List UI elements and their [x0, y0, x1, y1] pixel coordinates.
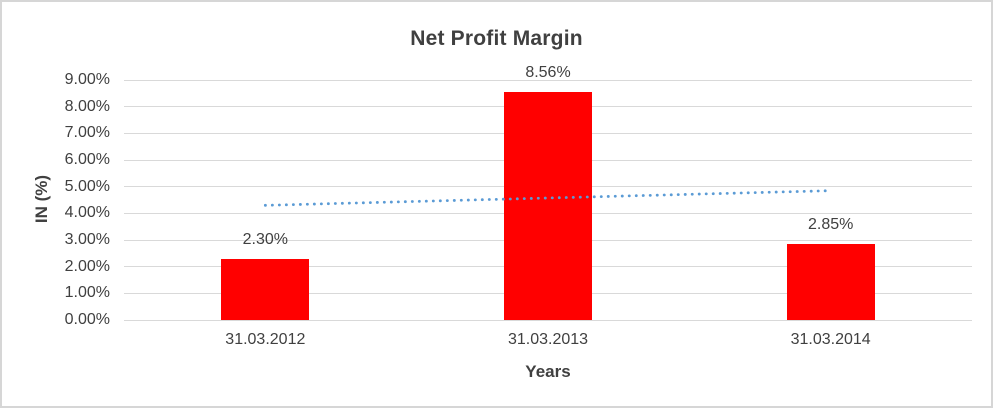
y-tick-label: 7.00% — [64, 124, 110, 142]
bar — [786, 244, 875, 320]
x-tick-label: 31.03.2013 — [507, 331, 589, 348]
y-tick-label: 6.00% — [64, 151, 110, 168]
bar — [504, 91, 592, 320]
y-tick-label: 4.00% — [64, 204, 110, 222]
x-tick-label: 31.03.2012 — [225, 331, 306, 348]
y-tick-label: 5.00% — [64, 177, 110, 195]
x-tick-label: 31.03.2014 — [790, 331, 871, 348]
x-axis-title: Years — [525, 362, 571, 381]
data-label: 2.85% — [807, 216, 854, 233]
chart-title: Net Profit Margin — [410, 27, 583, 50]
y-tick-label: 9.00% — [64, 71, 110, 88]
gridline — [124, 79, 972, 81]
bar — [221, 258, 310, 320]
gridline — [124, 319, 972, 321]
y-tick-label: 2.00% — [64, 257, 110, 275]
y-tick-label: 3.00% — [64, 231, 110, 248]
data-label: 2.30% — [242, 230, 289, 248]
data-label: 8.56% — [525, 63, 571, 81]
y-tick-label: 8.00% — [64, 97, 110, 115]
y-tick-label: 0.00% — [64, 311, 110, 328]
y-tick-label: 1.00% — [64, 284, 110, 302]
